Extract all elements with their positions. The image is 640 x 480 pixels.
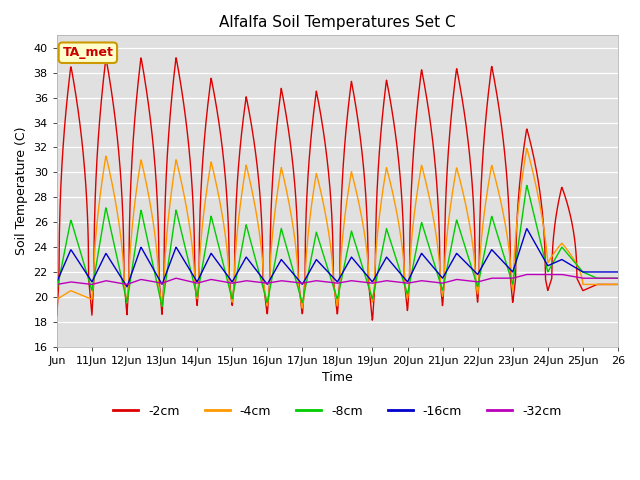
-32cm <box>607 276 615 281</box>
-4cm <box>141 172 148 178</box>
-4cm <box>553 247 561 252</box>
-4cm <box>614 282 622 288</box>
Line: -2cm: -2cm <box>57 58 618 320</box>
-2cm <box>323 156 331 161</box>
-4cm <box>523 145 531 151</box>
-8cm <box>323 263 331 269</box>
-32cm <box>523 272 531 277</box>
-8cm <box>470 272 477 278</box>
-2cm <box>470 218 478 224</box>
-4cm <box>298 305 306 311</box>
-16cm <box>470 268 477 274</box>
-2cm <box>614 282 622 288</box>
-32cm <box>53 282 61 288</box>
-32cm <box>614 276 622 281</box>
-2cm <box>312 88 320 94</box>
-8cm <box>607 276 615 281</box>
-16cm <box>123 284 131 289</box>
-4cm <box>312 170 320 176</box>
Title: Alfalfa Soil Temperatures Set C: Alfalfa Soil Temperatures Set C <box>219 15 456 30</box>
-32cm <box>312 278 320 284</box>
Y-axis label: Soil Temperature (C): Soil Temperature (C) <box>15 127 28 255</box>
-4cm <box>53 297 61 302</box>
-2cm <box>369 317 376 323</box>
X-axis label: Time: Time <box>322 372 353 384</box>
-16cm <box>141 251 148 257</box>
-32cm <box>552 272 560 277</box>
Line: -32cm: -32cm <box>57 275 618 285</box>
-8cm <box>523 182 531 188</box>
-8cm <box>53 288 61 294</box>
-8cm <box>141 223 148 229</box>
-4cm <box>323 219 331 225</box>
-8cm <box>158 303 166 309</box>
-2cm <box>607 282 615 288</box>
-16cm <box>607 269 615 275</box>
-16cm <box>523 226 531 231</box>
Legend: -2cm, -4cm, -8cm, -16cm, -32cm: -2cm, -4cm, -8cm, -16cm, -32cm <box>108 400 566 423</box>
Line: -4cm: -4cm <box>57 148 618 308</box>
-8cm <box>553 253 561 259</box>
-32cm <box>141 277 148 283</box>
Text: TA_met: TA_met <box>63 46 113 59</box>
-2cm <box>53 312 61 318</box>
-16cm <box>553 259 561 265</box>
-32cm <box>470 278 477 284</box>
Line: -8cm: -8cm <box>57 185 618 306</box>
-8cm <box>312 229 320 235</box>
-2cm <box>141 75 148 81</box>
-2cm <box>172 55 180 60</box>
Line: -16cm: -16cm <box>57 228 618 287</box>
-16cm <box>323 268 331 274</box>
-32cm <box>323 279 330 285</box>
-8cm <box>614 276 622 281</box>
-4cm <box>607 282 615 288</box>
-16cm <box>53 279 61 285</box>
-16cm <box>312 257 320 263</box>
-2cm <box>553 210 561 216</box>
-4cm <box>470 252 477 258</box>
-16cm <box>614 269 622 275</box>
